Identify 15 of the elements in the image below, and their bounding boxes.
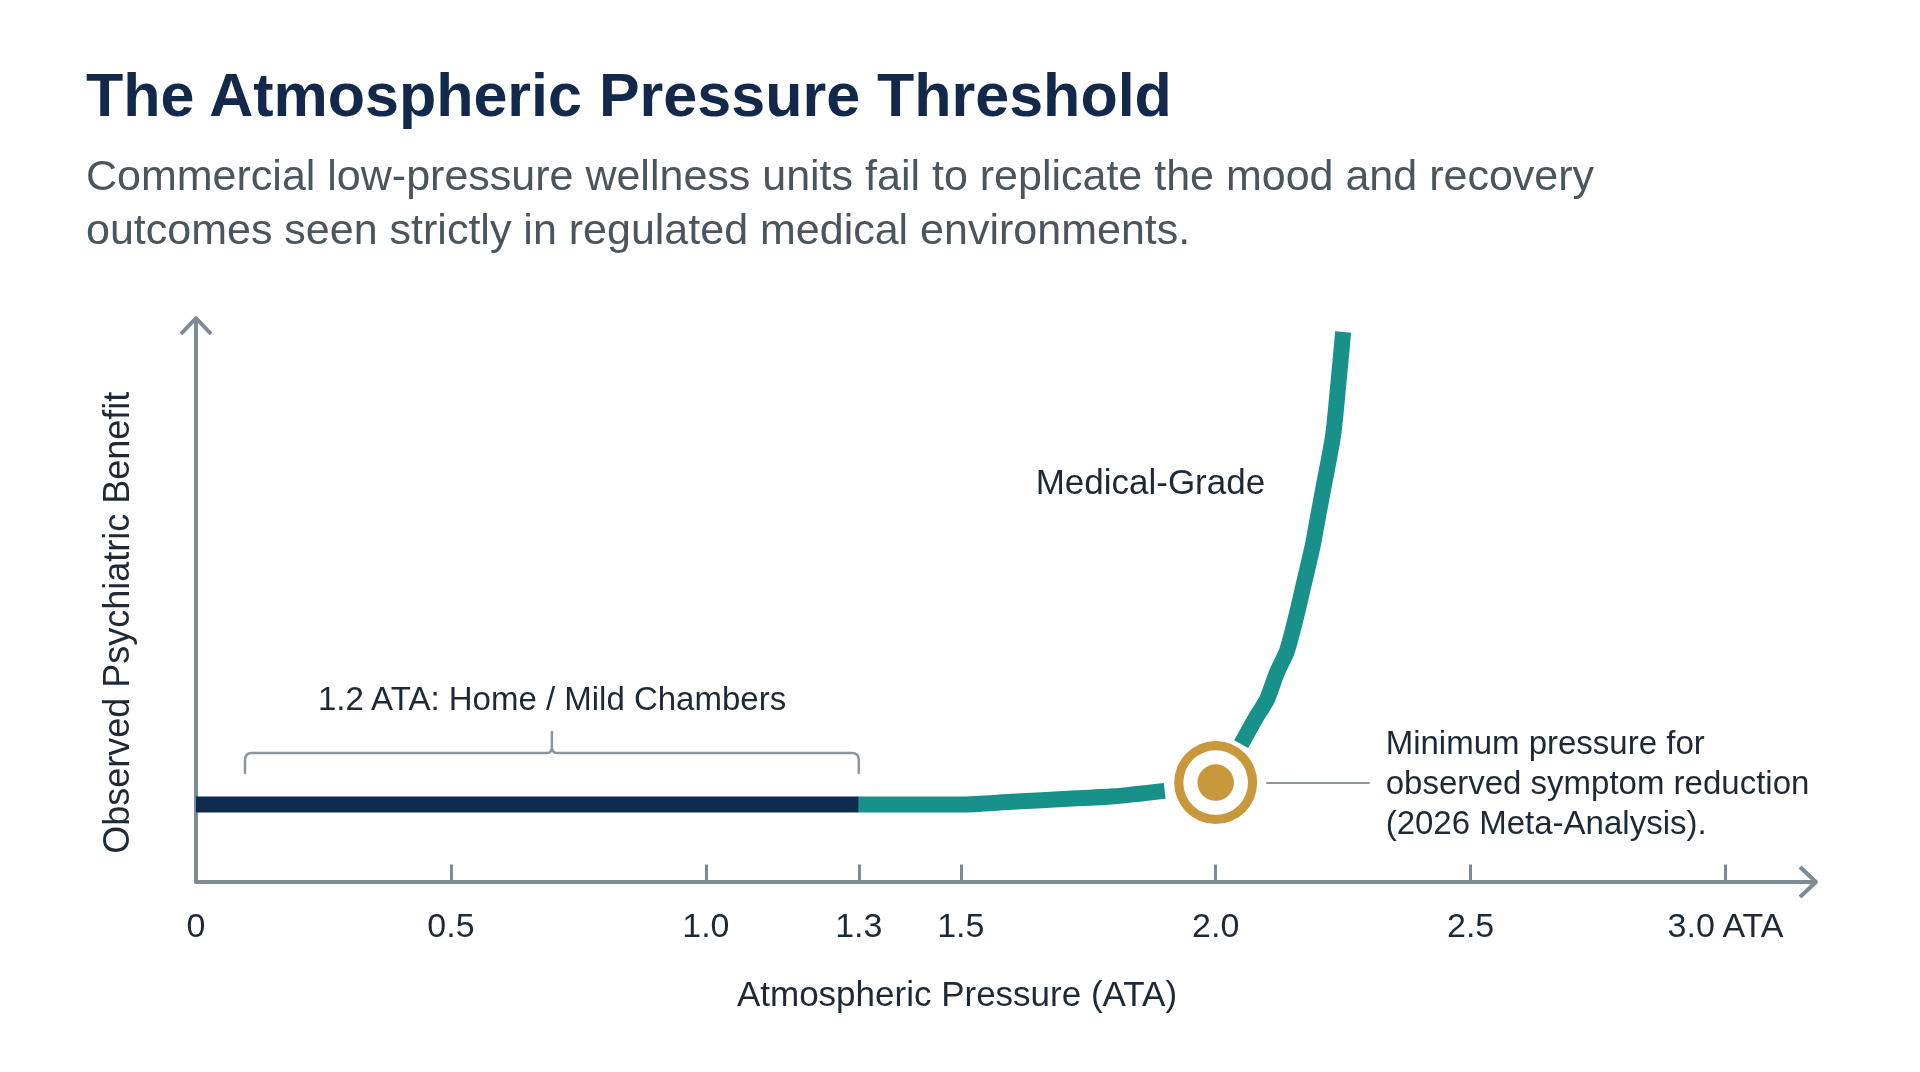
x-tick-label: 1.3 bbox=[835, 905, 883, 944]
y-axis-title: Observed Psychiatric Benefit bbox=[95, 391, 137, 854]
x-tick-label: 0.5 bbox=[427, 905, 475, 944]
x-tick-label: 0 bbox=[186, 905, 206, 944]
text: 1.2 ATA: Home / Mild Chambers bbox=[317, 678, 787, 719]
series-label: Medical-Grade bbox=[1035, 461, 1266, 502]
chart-title: The Atmospheric Pressure Threshold bbox=[86, 60, 1172, 130]
x-tick-label: 1.0 bbox=[682, 905, 730, 944]
x-axis-title: Atmospheric Pressure (ATA) bbox=[736, 973, 1178, 1013]
x-tick-label: 1.5 bbox=[937, 905, 985, 944]
annotation: Minimum pressure for observed symptom reduction (2026 Meta-Analysis). bbox=[1385, 722, 1810, 843]
chart-subtitle: Commercial low-pressure wellness units fail to replicate the mood and recovery outcomes seen strictly in regulated medical environments. bbox=[86, 150, 1596, 255]
x-tick-label: 2.0 bbox=[1192, 905, 1240, 944]
x-tick-label: 2.5 bbox=[1446, 905, 1495, 944]
x-tick-label: 3.0 ATA bbox=[1667, 905, 1784, 944]
